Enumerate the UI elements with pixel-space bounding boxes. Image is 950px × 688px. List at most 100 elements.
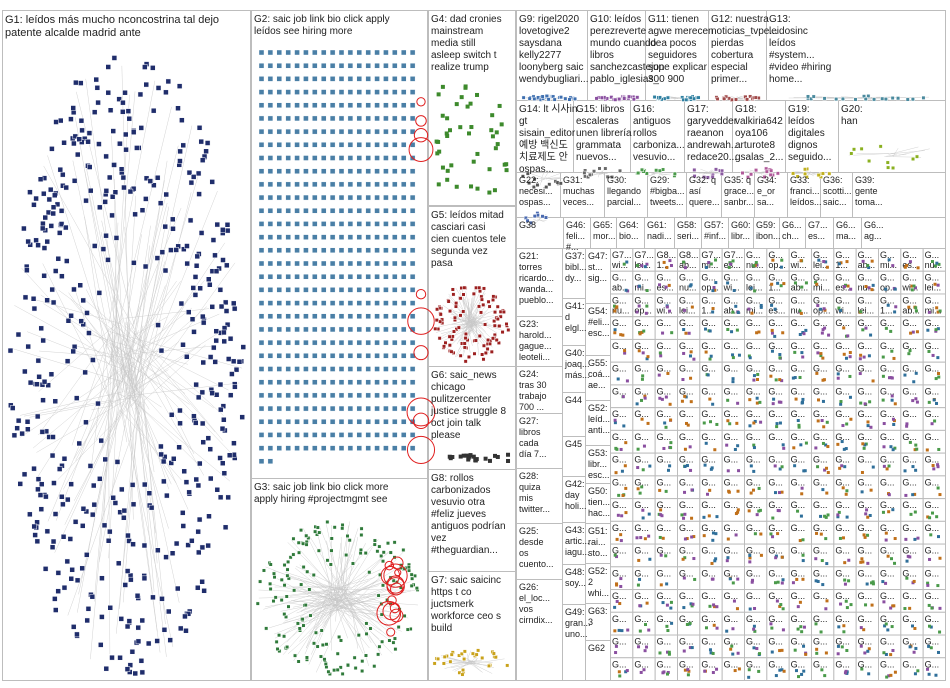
node — [582, 170, 587, 175]
node — [321, 419, 327, 425]
tiny-group-label: G... — [791, 295, 806, 305]
node — [804, 441, 808, 445]
edge — [133, 374, 143, 389]
node — [936, 356, 940, 360]
node — [669, 418, 673, 422]
node — [613, 418, 617, 422]
panel-box — [585, 603, 611, 641]
node — [625, 260, 629, 264]
node — [859, 644, 863, 648]
node — [730, 330, 734, 334]
group-label: leoteli... — [519, 352, 550, 362]
tiny-group-label: G... — [746, 341, 761, 351]
node — [383, 313, 389, 319]
node — [887, 464, 891, 468]
node — [409, 583, 414, 588]
node — [329, 181, 336, 188]
node — [615, 537, 619, 541]
node — [381, 559, 386, 564]
node — [217, 381, 224, 388]
node — [933, 282, 937, 286]
node — [640, 398, 644, 402]
node — [122, 89, 128, 96]
tiny-group-word: wi... — [834, 305, 851, 315]
node — [180, 341, 186, 348]
node — [112, 189, 119, 195]
node — [826, 513, 830, 517]
node — [374, 194, 380, 201]
node — [374, 366, 380, 372]
node — [881, 580, 885, 584]
node — [496, 340, 501, 345]
tiny-group-label: G... — [724, 477, 739, 487]
node — [303, 142, 309, 148]
node — [285, 234, 291, 240]
node — [471, 291, 476, 296]
node — [267, 419, 274, 425]
node — [881, 398, 885, 402]
node — [849, 417, 853, 421]
node — [64, 258, 70, 264]
node — [83, 419, 89, 426]
tiny-group-label: G... — [724, 523, 739, 533]
node — [867, 266, 871, 270]
node — [820, 331, 824, 335]
tiny-group-label: G... — [724, 637, 739, 647]
node — [532, 96, 537, 101]
tiny-group-label: G7... — [612, 250, 632, 260]
node — [9, 405, 16, 411]
group-label: G60: — [731, 220, 751, 230]
node — [893, 402, 897, 406]
group-label: G12: nuestra — [711, 14, 769, 25]
node — [138, 658, 145, 664]
node — [477, 334, 482, 339]
group-label: carbonizados — [431, 485, 490, 496]
group-label: G46: — [566, 220, 586, 230]
self-loop — [406, 397, 436, 427]
node — [681, 557, 685, 561]
edge — [322, 598, 340, 624]
node — [401, 128, 407, 135]
node — [610, 175, 615, 180]
node — [711, 671, 715, 675]
node — [356, 208, 362, 214]
node — [635, 310, 639, 314]
node — [843, 561, 847, 565]
edge — [116, 366, 144, 634]
node — [60, 501, 66, 508]
node — [374, 234, 380, 240]
node — [224, 262, 230, 269]
edge — [709, 172, 711, 177]
node — [682, 328, 686, 332]
node — [483, 456, 488, 461]
node — [666, 629, 670, 633]
tiny-group-label: G... — [746, 455, 761, 465]
edge — [135, 389, 162, 408]
tiny-group-label: G... — [634, 455, 649, 465]
node — [276, 128, 282, 135]
group-label: G44 — [565, 395, 582, 405]
node — [926, 515, 930, 519]
node — [616, 513, 620, 517]
node — [231, 440, 237, 446]
tiny-group-word: op... — [634, 305, 652, 315]
node — [55, 570, 62, 576]
node — [573, 96, 578, 101]
tiny-group-label: G... — [612, 614, 627, 624]
node — [125, 532, 131, 539]
node — [365, 234, 371, 240]
node — [276, 115, 282, 122]
node — [135, 638, 142, 645]
node — [635, 402, 639, 406]
node — [312, 313, 318, 319]
tiny-group-label: G... — [612, 341, 627, 351]
node — [708, 357, 712, 361]
node — [796, 509, 800, 513]
node — [401, 247, 407, 254]
node — [67, 536, 74, 542]
node — [392, 326, 398, 333]
node — [690, 305, 694, 309]
node — [820, 171, 825, 176]
node — [665, 603, 669, 607]
node — [383, 247, 389, 254]
